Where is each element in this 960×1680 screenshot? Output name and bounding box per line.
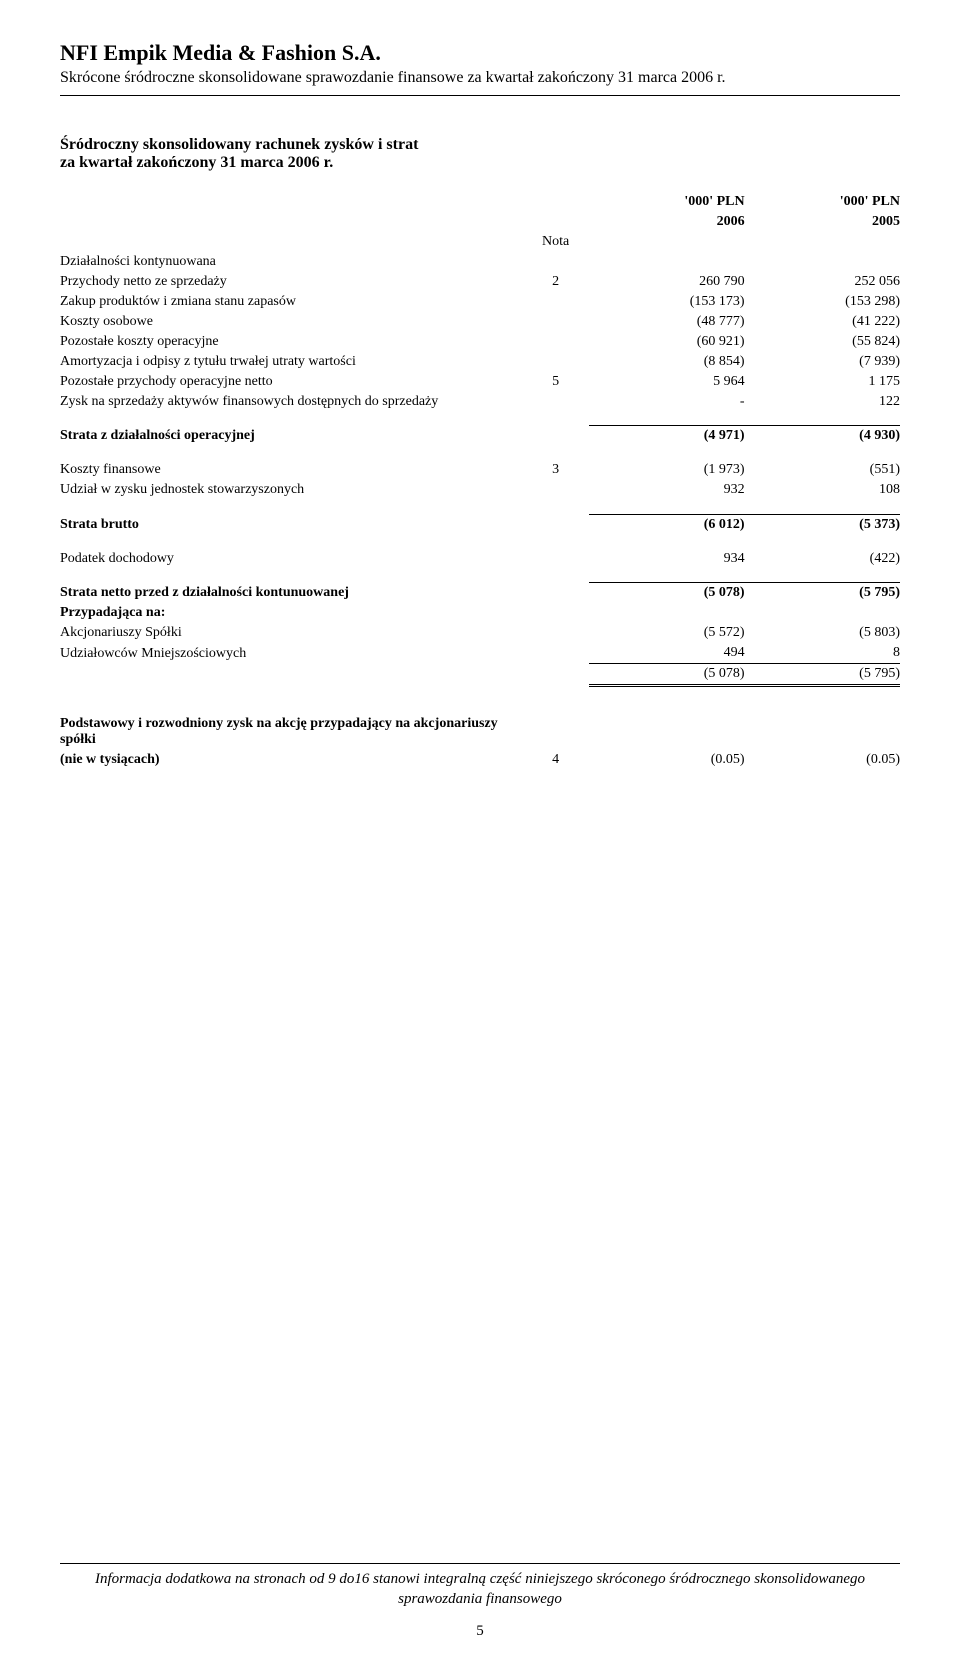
- table-row: (0.05): [589, 750, 744, 770]
- row-attributable-to: Przypadająca na:: [60, 603, 522, 623]
- table-row: Akcjonariuszy Spółki: [60, 623, 522, 643]
- table-row: (41 222): [745, 312, 900, 332]
- table-row: (7 939): [745, 352, 900, 372]
- table-row: Zysk na sprzedaży aktywów finansowych do…: [60, 392, 522, 412]
- row-total: (5 078): [589, 664, 744, 686]
- table-row: Pozostałe przychody operacyjne netto: [60, 372, 522, 392]
- table-row: Przychody netto ze sprzedaży: [60, 272, 522, 292]
- table-row: (6 012): [589, 514, 744, 535]
- company-title: NFI Empik Media & Fashion S.A.: [60, 40, 900, 66]
- section-title-line2: za kwartał zakończony 31 marca 2006 r.: [60, 154, 900, 172]
- nota-header: Nota: [522, 232, 589, 252]
- table-row: 8: [745, 643, 900, 664]
- unit-col2: '000' PLN: [745, 192, 900, 212]
- table-row: (422): [745, 549, 900, 569]
- income-statement-table: '000' PLN '000' PLN 2006 2005 Nota Dział…: [60, 192, 900, 770]
- table-row: (8 854): [589, 352, 744, 372]
- table-row: -: [589, 392, 744, 412]
- table-row: (153 298): [745, 292, 900, 312]
- year-col2: 2005: [745, 212, 900, 232]
- table-row: (48 777): [589, 312, 744, 332]
- table-row: 5: [522, 372, 589, 392]
- row-net-loss-continuing: Strata netto przed z działalności kontun…: [60, 583, 522, 604]
- table-row: 1 175: [745, 372, 900, 392]
- table-row: 108: [745, 480, 900, 500]
- page-footer: Informacja dodatkowa na stronach od 9 do…: [60, 1563, 900, 1640]
- row-continuing-ops: Działalności kontynuowana: [60, 252, 522, 272]
- table-row: 932: [589, 480, 744, 500]
- header-rule: [60, 95, 900, 96]
- footer-note: Informacja dodatkowa na stronach od 9 do…: [60, 1570, 900, 1609]
- table-row: (551): [745, 460, 900, 480]
- row-eps-heading: Podstawowy i rozwodniony zysk na akcję p…: [60, 714, 522, 750]
- table-row: Udział w zysku jednostek stowarzyszonych: [60, 480, 522, 500]
- table-row: (0.05): [745, 750, 900, 770]
- year-col1: 2006: [589, 212, 744, 232]
- table-row: (5 572): [589, 623, 744, 643]
- report-subtitle: Skrócone śródroczne skonsolidowane spraw…: [60, 68, 900, 89]
- section-title-line1: Śródroczny skonsolidowany rachunek zyskó…: [60, 136, 900, 154]
- table-row: 3: [522, 460, 589, 480]
- unit-col1: '000' PLN: [589, 192, 744, 212]
- table-row: Pozostałe koszty operacyjne: [60, 332, 522, 352]
- table-row: (1 973): [589, 460, 744, 480]
- table-row: 4: [522, 750, 589, 770]
- table-row: (5 373): [745, 514, 900, 535]
- table-row: (5 803): [745, 623, 900, 643]
- table-row: 252 056: [745, 272, 900, 292]
- table-row: 260 790: [589, 272, 744, 292]
- table-row: (4 930): [745, 426, 900, 447]
- table-row: (5 795): [745, 583, 900, 604]
- row-operating-loss: Strata z działalności operacyjnej: [60, 426, 522, 447]
- table-row: (4 971): [589, 426, 744, 447]
- row-loss-before-tax: Strata brutto: [60, 514, 522, 535]
- table-row: 122: [745, 392, 900, 412]
- page-number: 5: [60, 1623, 900, 1640]
- table-row: 934: [589, 549, 744, 569]
- table-row: Amortyzacja i odpisy z tytułu trwałej ut…: [60, 352, 522, 372]
- footer-rule: [60, 1563, 900, 1564]
- table-row: 5 964: [589, 372, 744, 392]
- table-row: Udziałowców Mniejszościowych: [60, 643, 522, 664]
- table-row: Koszty osobowe: [60, 312, 522, 332]
- table-row: 494: [589, 643, 744, 664]
- table-row: (55 824): [745, 332, 900, 352]
- row-total: (5 795): [745, 664, 900, 686]
- table-row: 2: [522, 272, 589, 292]
- table-row: (153 173): [589, 292, 744, 312]
- table-row: (5 078): [589, 583, 744, 604]
- table-row: (60 921): [589, 332, 744, 352]
- row-eps-note: (nie w tysiącach): [60, 750, 522, 770]
- table-row: Podatek dochodowy: [60, 549, 522, 569]
- table-row: Koszty finansowe: [60, 460, 522, 480]
- table-row: Zakup produktów i zmiana stanu zapasów: [60, 292, 522, 312]
